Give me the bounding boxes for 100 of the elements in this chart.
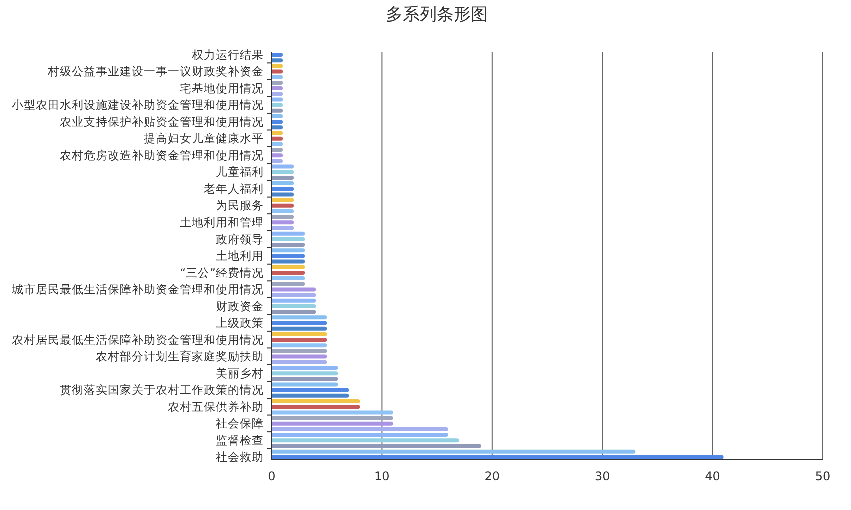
y-tick-label: 村级公益事业建设一事一议财政奖补资金 [47, 64, 264, 79]
y-tick-label: 权力运行结果 [191, 48, 264, 62]
bar [272, 98, 284, 102]
bar [272, 433, 448, 438]
bar [272, 293, 316, 298]
y-tick-label: 农村居民最低生活保障补助资金管理和使用情况 [12, 332, 264, 347]
bar [272, 176, 294, 180]
bar [272, 310, 316, 314]
bar [272, 159, 284, 164]
bar [272, 148, 284, 152]
y-tick-label: 社会救助 [216, 450, 264, 464]
y-tick-label: 为民服务 [216, 198, 264, 213]
bar [272, 103, 284, 108]
y-tick-label: 土地利用 [216, 249, 264, 264]
bar [272, 220, 294, 225]
bar [272, 164, 294, 169]
bar [272, 366, 338, 370]
bar [272, 422, 394, 426]
bar [272, 204, 294, 208]
bar [272, 215, 294, 220]
bar [272, 170, 294, 174]
bar [272, 226, 294, 230]
bar [272, 92, 284, 96]
y-tick-label: 上级政策 [216, 316, 264, 330]
bar [272, 410, 394, 415]
bar [272, 142, 284, 146]
bar [272, 372, 338, 376]
bar [272, 265, 306, 270]
bar [272, 248, 306, 253]
x-tick-label: 40 [705, 470, 720, 484]
bar [272, 416, 394, 420]
bar [272, 298, 316, 303]
bar [272, 237, 306, 242]
bar [272, 344, 328, 348]
bar [272, 304, 316, 309]
bar [272, 382, 338, 387]
bar [272, 326, 328, 331]
bar [272, 86, 284, 91]
bar [272, 270, 306, 275]
bar [272, 288, 316, 292]
y-tick-label: 农村五保供养补助 [168, 400, 264, 414]
bar [272, 75, 284, 80]
y-tick-label: 财政资金 [216, 299, 264, 314]
y-tick-label: 农业支持保护补贴资金管理和使用情况 [60, 114, 264, 129]
bar [272, 64, 284, 68]
bar [272, 232, 306, 236]
bar [272, 243, 306, 248]
y-tick-label: 土地利用和管理 [180, 215, 264, 230]
bar [272, 450, 636, 454]
bar [272, 198, 294, 202]
bar [272, 187, 294, 192]
y-tick-label: 农村危房改造补助资金管理和使用情况 [60, 148, 264, 162]
bar [272, 377, 338, 382]
bar [272, 254, 306, 258]
x-tick-label: 20 [484, 470, 500, 484]
y-tick-label: 社会保障 [216, 416, 264, 431]
bar [272, 316, 328, 320]
y-tick-label: 农村部分计划生育家庭奖励扶助 [96, 350, 264, 364]
y-tick-label: 城市居民最低生活保障补助资金管理和使用情况 [11, 282, 264, 297]
bar [272, 349, 328, 354]
x-tick-label: 50 [815, 470, 831, 484]
chart-title: 多系列条形图 [385, 4, 489, 26]
y-tick-label: 儿童福利 [216, 165, 264, 180]
y-tick-label: 小型农田水利设施建设补助资金管理和使用情况 [12, 98, 264, 112]
y-tick-label: 美丽乡村 [216, 366, 264, 380]
x-tick-label: 10 [374, 470, 390, 484]
y-tick-label: 监督检查 [216, 433, 264, 448]
bar [272, 405, 360, 410]
y-tick-label: 老年人福利 [204, 182, 264, 196]
bar [272, 58, 284, 63]
y-tick-label: 宅基地使用情况 [180, 81, 264, 96]
bar [272, 131, 284, 136]
x-tick-label: 0 [268, 470, 276, 484]
bar [272, 192, 294, 197]
bar [272, 120, 284, 124]
bar [272, 354, 328, 359]
bar [272, 80, 284, 85]
bar [272, 108, 284, 113]
bar [272, 332, 328, 336]
y-tick-label: “三公”经费情况 [180, 266, 264, 280]
bar [272, 276, 306, 281]
bar [272, 260, 306, 264]
bar [272, 394, 350, 398]
bar [272, 321, 328, 326]
bar [272, 126, 284, 130]
x-tick-label: 30 [594, 470, 610, 484]
bar [272, 53, 284, 57]
bar [272, 400, 360, 404]
y-tick-label: 政府领导 [216, 232, 264, 246]
bar [272, 427, 448, 432]
bar [272, 438, 460, 443]
y-tick-label: 贯彻落实国家关于农村工作政策的情况 [60, 383, 264, 398]
bar [272, 136, 284, 141]
bar [272, 282, 306, 286]
bar [272, 338, 328, 342]
bar [272, 455, 724, 460]
bar [272, 444, 482, 448]
bar [272, 209, 294, 214]
bar [272, 154, 284, 158]
bar [272, 114, 284, 118]
